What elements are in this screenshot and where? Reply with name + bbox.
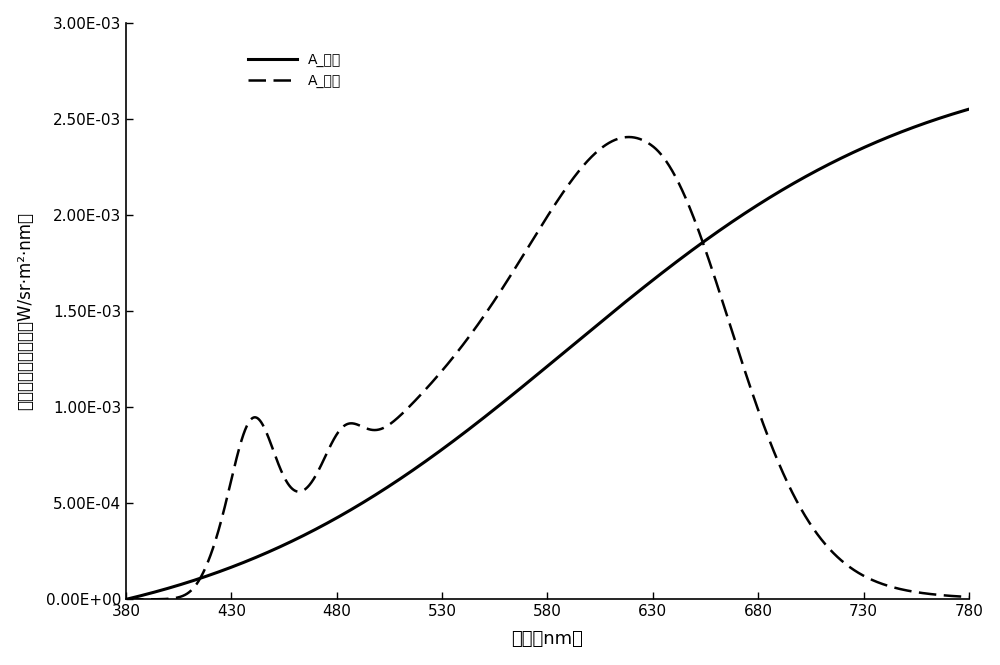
Legend: A_目标, A_匹配: A_目标, A_匹配 [243, 47, 347, 93]
A_目标 [120, 595, 132, 603]
A_匹配 [937, 591, 949, 599]
A_匹配 [481, 308, 493, 316]
A_匹配 [733, 348, 745, 356]
A_目标 [163, 584, 175, 592]
Line: A_目标: A_目标 [126, 109, 969, 599]
A_匹配 [963, 593, 975, 601]
A_匹配 [120, 595, 132, 603]
A_目标 [938, 113, 950, 121]
A_目标 [938, 112, 950, 120]
A_匹配 [623, 133, 635, 141]
Line: A_匹配: A_匹配 [126, 137, 969, 599]
A_目标 [784, 182, 796, 190]
A_目标 [530, 372, 542, 380]
A_匹配 [520, 246, 532, 254]
X-axis label: 波长（nm）: 波长（nm） [512, 630, 583, 648]
Y-axis label: 光谱辐射亮度分布（W/sr·m²·nm）: 光谱辐射亮度分布（W/sr·m²·nm） [17, 212, 35, 410]
A_目标 [963, 105, 975, 113]
A_匹配 [895, 585, 907, 593]
A_匹配 [474, 317, 486, 325]
A_目标 [508, 390, 520, 398]
